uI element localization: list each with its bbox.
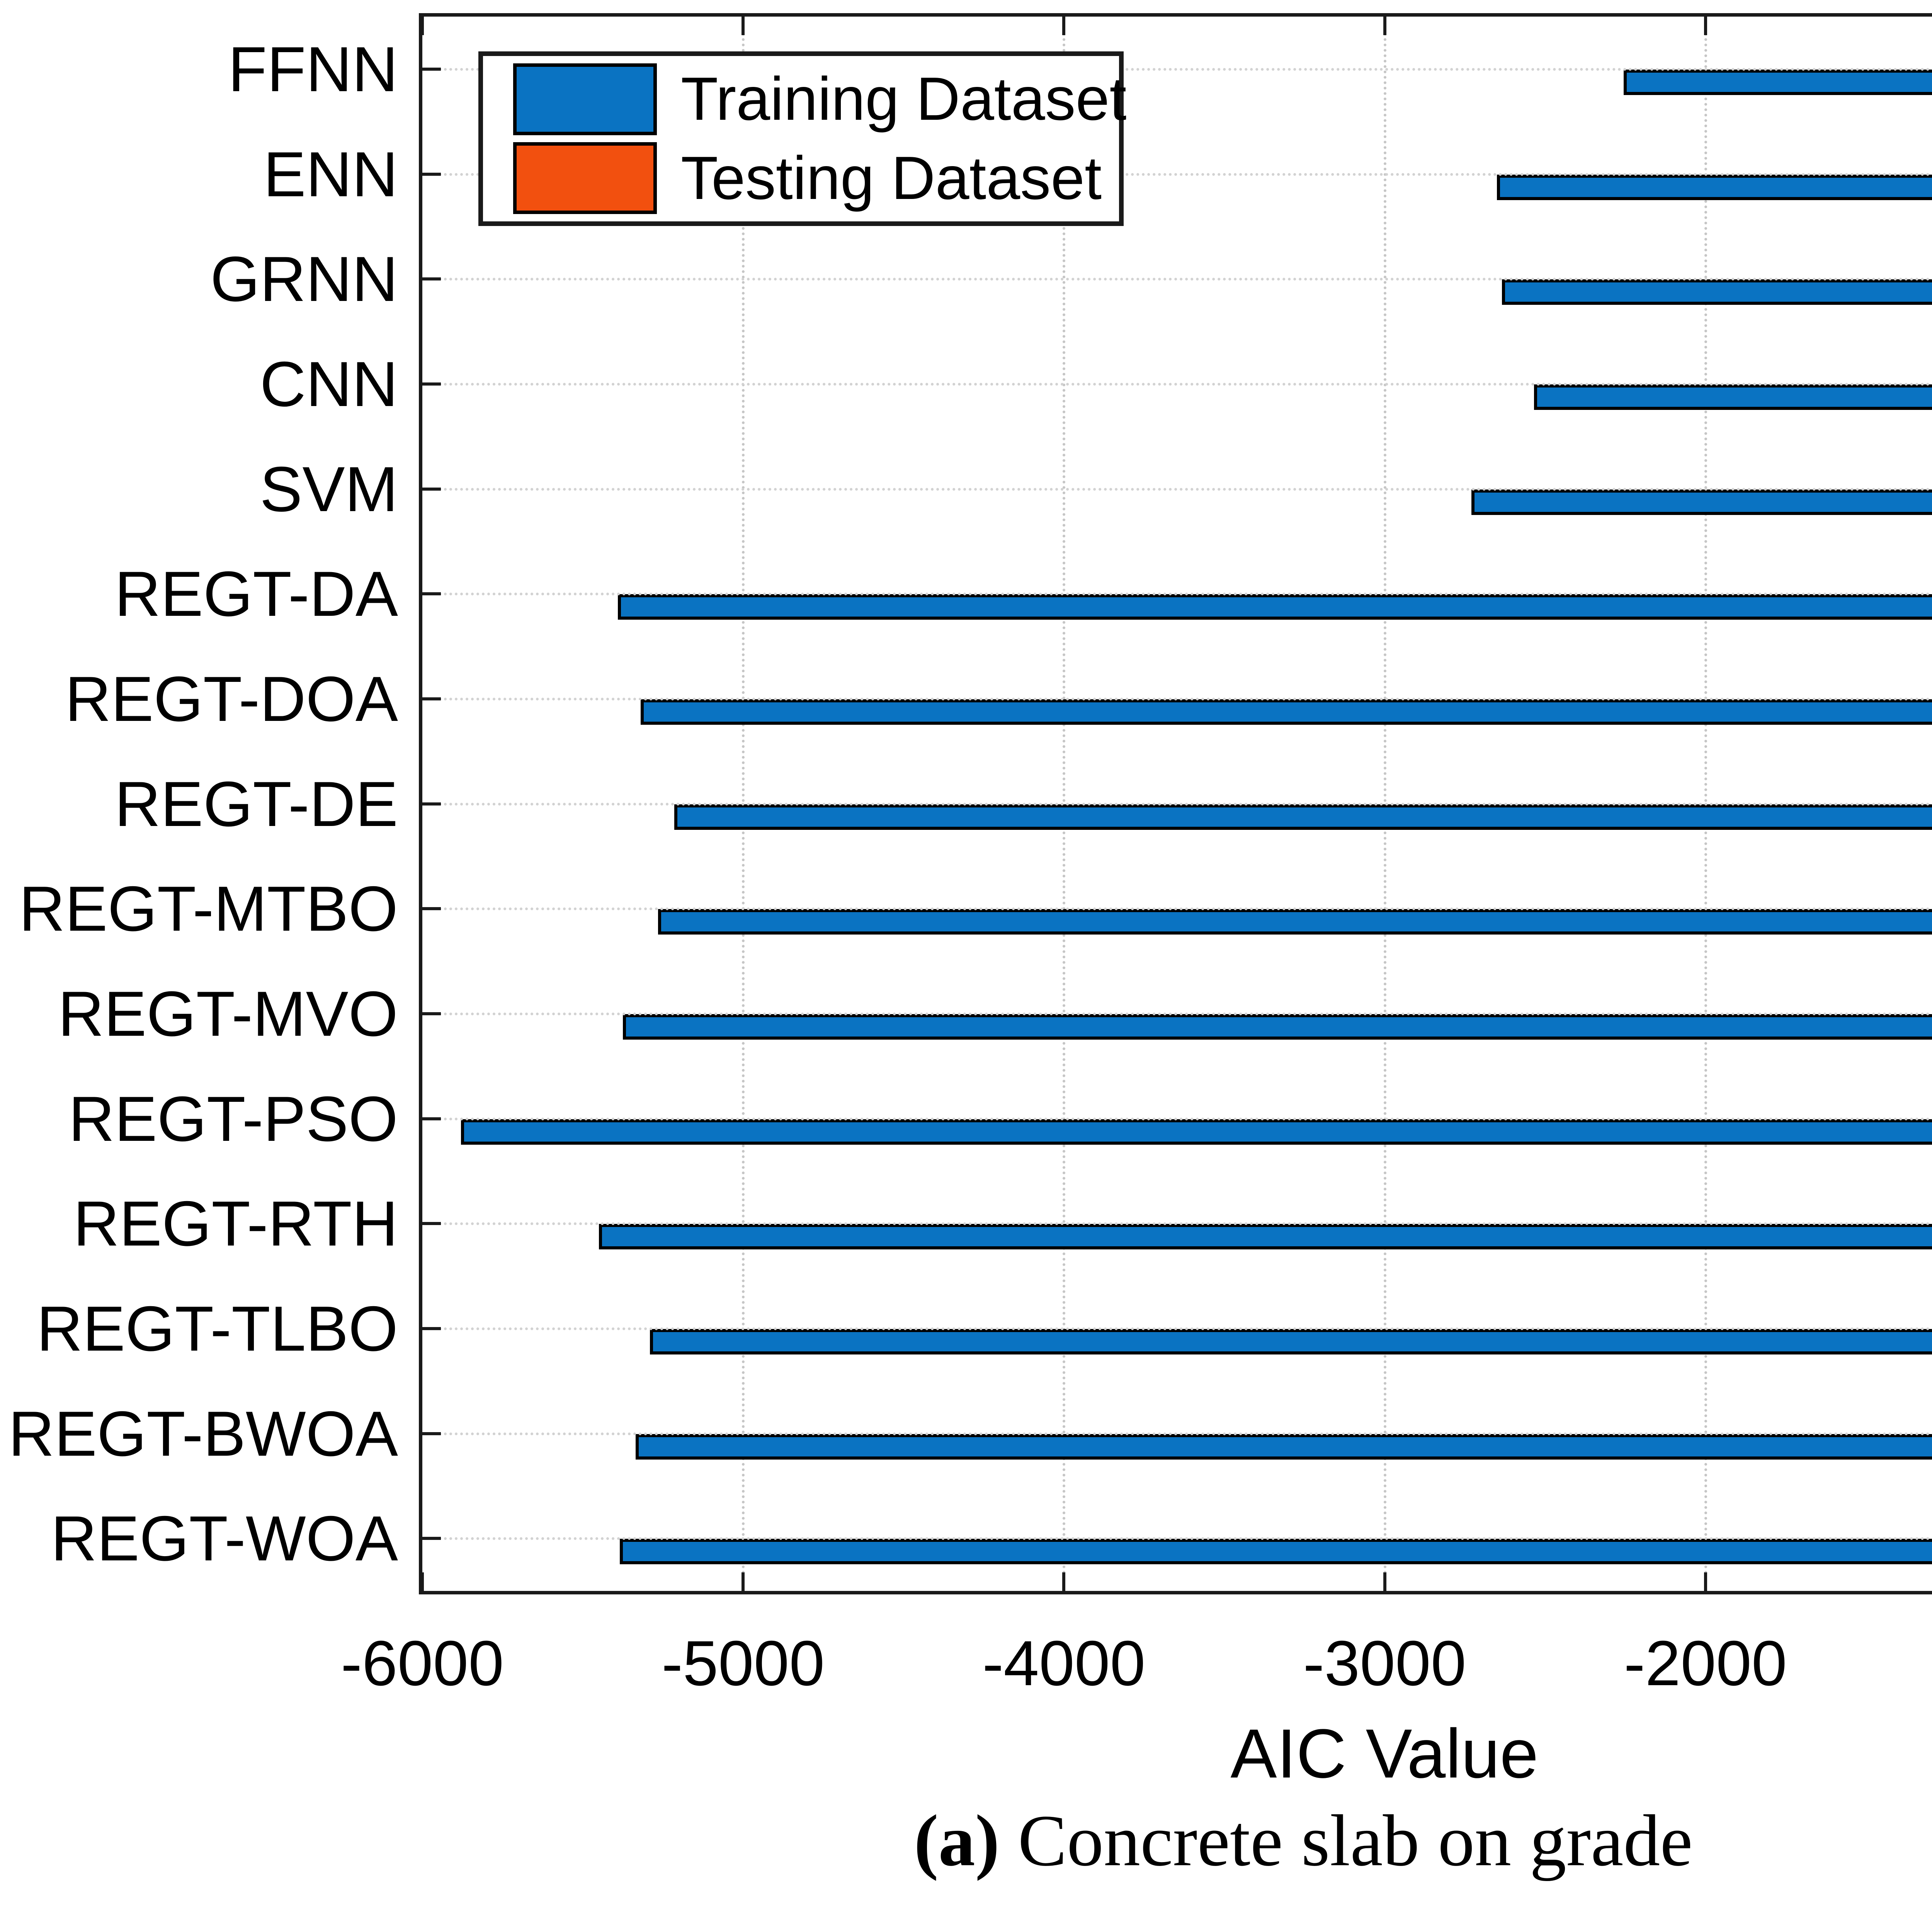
legend-label-training: Training Dataset: [681, 65, 1127, 133]
legend-item-testing: Testing Dataset: [513, 142, 1119, 214]
bar-training-regt-rth: [599, 1224, 1932, 1250]
h-gridline: [422, 907, 1932, 911]
legend-label-testing: Testing Dataset: [681, 144, 1102, 212]
plot-inner: [422, 17, 1932, 1591]
bar-training-ffnn: [1623, 69, 1932, 95]
legend: Training Dataset Testing Dataset: [478, 51, 1126, 226]
y-axis-label-regt-rth: REGT-RTH: [73, 1188, 398, 1259]
x-tick-top: [422, 17, 424, 35]
x-tick-top: [742, 17, 745, 35]
y-tick-left: [422, 1012, 441, 1015]
legend-item-training: Training Dataset: [513, 63, 1126, 135]
bar-training-cnn: [1534, 384, 1932, 410]
h-gridline: [422, 1222, 1932, 1225]
x-tick-top: [1704, 17, 1707, 35]
h-gridline: [422, 1327, 1932, 1330]
bar-training-enn: [1497, 174, 1932, 200]
x-tick-label: -3000: [1303, 1628, 1466, 1699]
caption-prefix: (a): [914, 1800, 1000, 1881]
y-tick-left: [422, 67, 441, 71]
h-gridline: [422, 173, 1932, 176]
bar-training-regt-doa: [640, 699, 1932, 725]
y-tick-left: [422, 382, 441, 386]
y-axis-label-regt-mtbo: REGT-MTBO: [19, 873, 398, 945]
caption-text: Concrete slab on grade: [1018, 1800, 1693, 1881]
y-axis-label-cnn: CNN: [260, 348, 398, 420]
h-gridline: [422, 488, 1932, 491]
y-tick-left: [422, 592, 441, 596]
x-tick-label: -6000: [340, 1628, 504, 1699]
x-tick-bottom: [422, 1572, 424, 1591]
y-axis-label-svm: SVM: [260, 453, 398, 525]
x-tick-bottom: [1062, 1572, 1066, 1591]
h-gridline: [422, 1117, 1932, 1120]
x-tick-label: -5000: [662, 1628, 825, 1699]
bar-training-regt-mtbo: [658, 909, 1932, 935]
h-gridline: [422, 68, 1932, 71]
y-tick-left: [422, 907, 441, 911]
y-axis-label-regt-doa: REGT-DOA: [65, 663, 398, 734]
x-tick-bottom: [1704, 1572, 1707, 1591]
y-tick-left: [422, 487, 441, 491]
y-axis-label-regt-bwoa: REGT-BWOA: [8, 1398, 398, 1469]
bar-training-svm: [1471, 489, 1932, 515]
x-tick-top: [1383, 17, 1386, 35]
h-gridline: [422, 802, 1932, 806]
bar-training-regt-tlbo: [650, 1329, 1932, 1354]
y-axis-label-regt-mvo: REGT-MVO: [58, 978, 398, 1049]
bar-training-grnn: [1502, 279, 1932, 305]
x-tick-label: -2000: [1624, 1628, 1787, 1699]
x-tick-label: -1000: [1872, 1625, 1932, 1702]
y-tick-left: [422, 172, 441, 176]
x-tick-bottom: [742, 1572, 745, 1591]
bar-training-regt-da: [618, 594, 1932, 620]
y-axis-label-regt-pso: REGT-PSO: [68, 1083, 398, 1154]
y-tick-left: [422, 1432, 441, 1435]
h-gridline: [422, 697, 1932, 700]
h-gridline: [422, 1537, 1932, 1540]
h-gridline: [422, 1012, 1932, 1015]
x-axis-title: AIC Value: [1230, 1715, 1539, 1793]
training-dataset-swatch: [513, 63, 657, 135]
y-tick-left: [422, 697, 441, 700]
bar-training-regt-woa: [619, 1539, 1932, 1565]
y-axis-label-regt-da: REGT-DA: [114, 558, 398, 630]
y-tick-left: [422, 1117, 441, 1120]
bar-training-regt-pso: [461, 1119, 1932, 1145]
bar-training-regt-mvo: [622, 1014, 1932, 1040]
x-tick-top: [1062, 17, 1066, 35]
h-gridline: [422, 278, 1932, 281]
x-tick-bottom: [1383, 1572, 1386, 1591]
y-tick-left: [422, 802, 441, 806]
y-axis-label-enn: ENN: [263, 138, 398, 210]
y-axis-label-regt-tlbo: REGT-TLBO: [36, 1293, 398, 1364]
x-tick-label: -4000: [982, 1628, 1146, 1699]
testing-dataset-swatch: [513, 142, 657, 214]
plot-area: [419, 13, 1932, 1594]
h-gridline: [422, 382, 1932, 386]
y-tick-left: [422, 1537, 441, 1540]
y-tick-left: [422, 1222, 441, 1225]
h-gridline: [422, 593, 1932, 596]
figure-caption: (a) Concrete slab on grade: [492, 1796, 1932, 1885]
y-axis-label-grnn: GRNN: [210, 243, 398, 315]
y-tick-left: [422, 1327, 441, 1330]
y-axis-label-regt-woa: REGT-WOA: [51, 1503, 398, 1574]
y-axis-label-ffnn: FFNN: [228, 33, 398, 105]
h-gridline: [422, 1432, 1932, 1435]
bar-training-regt-bwoa: [636, 1434, 1932, 1460]
y-axis-label-regt-de: REGT-DE: [114, 768, 398, 839]
bar-training-regt-de: [674, 804, 1932, 830]
y-tick-left: [422, 277, 441, 281]
